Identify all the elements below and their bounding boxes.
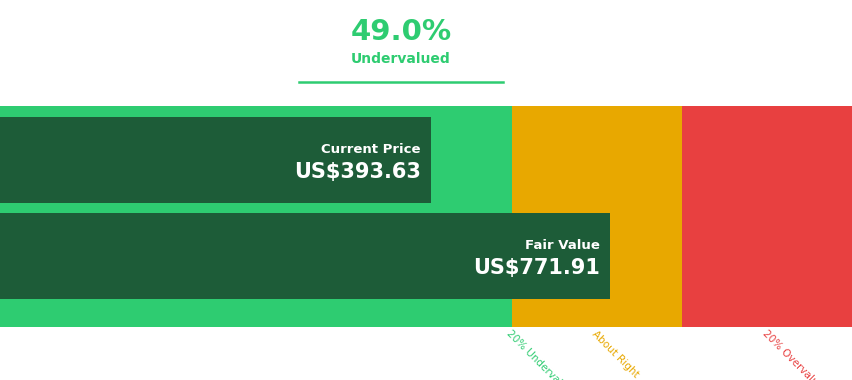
- Text: 20% Undervalued: 20% Undervalued: [504, 329, 577, 380]
- Text: Fair Value: Fair Value: [524, 239, 599, 252]
- Text: US$771.91: US$771.91: [472, 258, 599, 278]
- Text: US$393.63: US$393.63: [293, 162, 420, 182]
- Bar: [0, 316, 511, 327]
- Bar: [682, 106, 852, 117]
- Text: 20% Overvalued: 20% Overvalued: [760, 329, 828, 380]
- Bar: [682, 106, 852, 327]
- Text: Undervalued: Undervalued: [351, 52, 450, 66]
- Bar: [0, 213, 609, 299]
- Bar: [511, 203, 682, 213]
- Text: Current Price: Current Price: [320, 142, 420, 156]
- Bar: [511, 106, 682, 327]
- Bar: [0, 203, 511, 213]
- Bar: [0, 106, 511, 327]
- Bar: [682, 203, 852, 213]
- Bar: [511, 106, 682, 117]
- Bar: [0, 117, 430, 203]
- Bar: [682, 316, 852, 327]
- Bar: [511, 316, 682, 327]
- Text: 49.0%: 49.0%: [350, 18, 451, 46]
- Text: About Right: About Right: [590, 329, 640, 379]
- Bar: [0, 106, 511, 117]
